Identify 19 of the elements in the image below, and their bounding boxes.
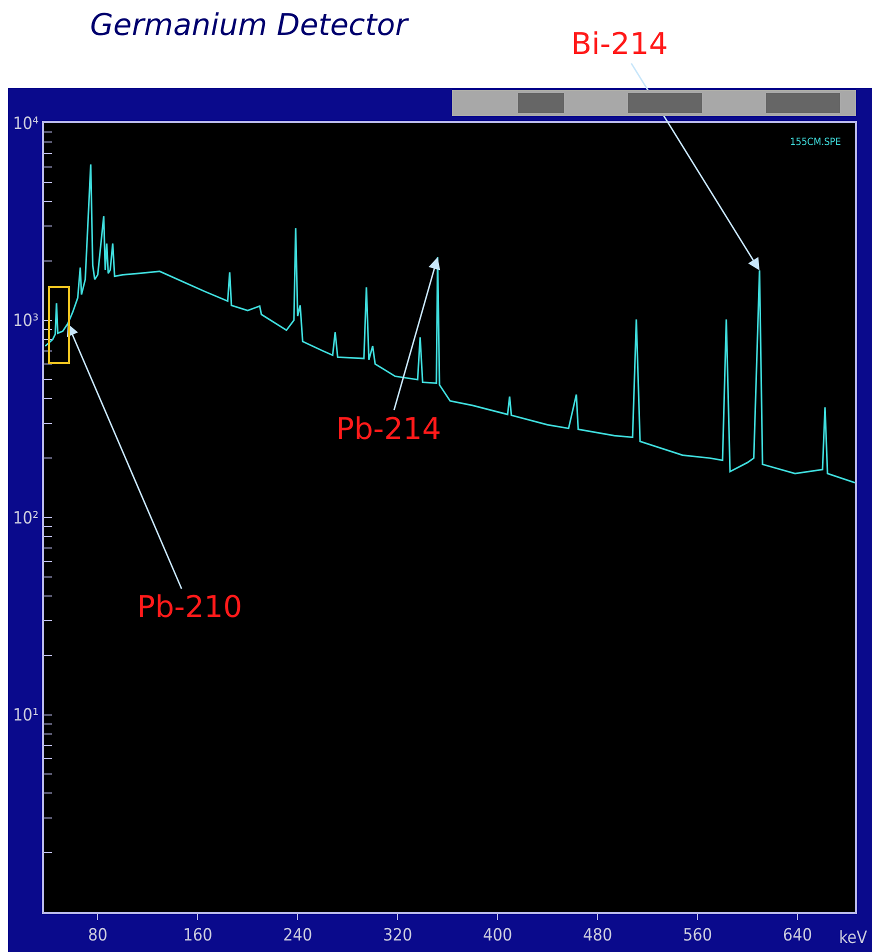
annotation: Pb-210 bbox=[137, 590, 242, 625]
y-tick-label: 10⁴ bbox=[13, 114, 39, 134]
annotation: 155CM.SPE bbox=[790, 137, 842, 148]
x-tick-label: 400 bbox=[483, 925, 512, 946]
x-tick-label: 240 bbox=[283, 925, 312, 946]
x-tick-label: 320 bbox=[383, 925, 412, 946]
annotation: Pb-214 bbox=[336, 412, 442, 447]
y-tick-label: 10² bbox=[13, 508, 39, 528]
line-series bbox=[44, 164, 855, 484]
y-tick-label: 10³ bbox=[13, 311, 39, 332]
x-tick-label: 560 bbox=[682, 925, 712, 946]
y-tick-label: 10¹ bbox=[13, 706, 39, 726]
x-tick-label: 640 bbox=[782, 925, 812, 946]
annotation: Bi-214 bbox=[571, 27, 668, 62]
x-tick-label: 80 bbox=[88, 925, 108, 946]
x-axis-title: keV bbox=[839, 928, 868, 948]
chart-title: Germanium Detector bbox=[90, 8, 410, 43]
x-tick-label: 480 bbox=[582, 925, 612, 946]
x-tick-label: 160 bbox=[183, 925, 212, 946]
